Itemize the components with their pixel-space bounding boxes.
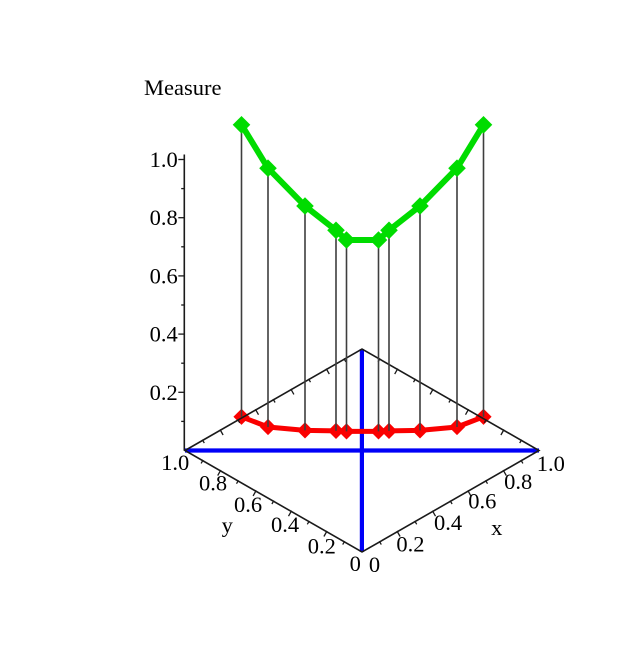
svg-text:Measure: Measure [144, 75, 221, 100]
svg-text:0: 0 [369, 552, 380, 577]
svg-text:0.2: 0.2 [150, 380, 178, 405]
svg-text:1.0: 1.0 [150, 147, 178, 172]
svg-text:0.4: 0.4 [434, 510, 462, 535]
svg-text:1.0: 1.0 [537, 451, 565, 476]
svg-text:0.8: 0.8 [199, 471, 227, 496]
svg-text:0.2: 0.2 [308, 534, 336, 559]
svg-text:0: 0 [350, 551, 361, 576]
svg-text:0.6: 0.6 [150, 263, 178, 288]
svg-text:0.6: 0.6 [234, 492, 262, 517]
svg-text:1.0: 1.0 [161, 450, 189, 475]
svg-text:0.8: 0.8 [504, 469, 532, 494]
svg-text:0.2: 0.2 [396, 532, 424, 557]
svg-text:y: y [222, 513, 234, 538]
svg-text:0.4: 0.4 [271, 512, 299, 537]
svg-text:0.4: 0.4 [150, 322, 178, 347]
svg-text:0.6: 0.6 [468, 489, 496, 514]
svg-text:0.8: 0.8 [150, 205, 178, 230]
svg-text:x: x [491, 515, 502, 540]
